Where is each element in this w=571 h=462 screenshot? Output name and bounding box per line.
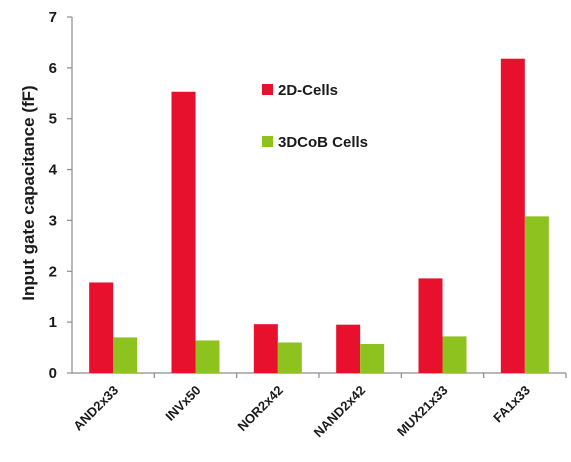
y-tick-label: 1 (49, 314, 57, 331)
y-tick-label: 3 (49, 212, 57, 229)
bar-2d-cells-fa1x33 (500, 58, 525, 374)
bar-3dcob-cells-fa1x33 (524, 216, 549, 373)
x-tick-label: FA1x33 (490, 383, 533, 426)
legend-label: 3DCoB Cells (278, 134, 368, 151)
legend-label: 2D-Cells (278, 82, 338, 99)
bar-2d-cells-nor2x42 (253, 324, 278, 373)
y-axis-title: Input gate capacitance (fF) (19, 85, 38, 300)
bar-3dcob-cells-invx50 (195, 340, 220, 373)
y-tick-label: 5 (49, 111, 57, 128)
bar-3dcob-cells-nand2x42 (360, 344, 385, 373)
bar-2d-cells-and2x33 (89, 282, 114, 373)
bar-3dcob-cells-mux21x33 (442, 336, 467, 373)
y-tick-label: 0 (49, 365, 57, 382)
x-tick-label: NAND2x42 (311, 383, 369, 441)
y-tick-label: 2 (49, 263, 57, 280)
bar-3dcob-cells-nor2x42 (277, 342, 302, 373)
x-tick-label: MUX21x33 (394, 383, 451, 440)
bar-2d-cells-nand2x42 (336, 324, 361, 373)
bar-2d-cells-mux21x33 (418, 278, 443, 373)
y-tick-label: 6 (49, 60, 57, 77)
legend-swatch (262, 84, 273, 95)
y-tick-label: 4 (49, 162, 58, 179)
x-tick-label: NOR2x42 (234, 383, 285, 434)
x-tick-label: AND2x33 (70, 383, 121, 434)
y-tick-label: 7 (49, 9, 57, 26)
legend-swatch (262, 136, 273, 147)
bar-2d-cells-invx50 (171, 91, 196, 373)
bar-3dcob-cells-and2x33 (113, 337, 138, 373)
x-tick-label: INVx50 (162, 383, 203, 424)
